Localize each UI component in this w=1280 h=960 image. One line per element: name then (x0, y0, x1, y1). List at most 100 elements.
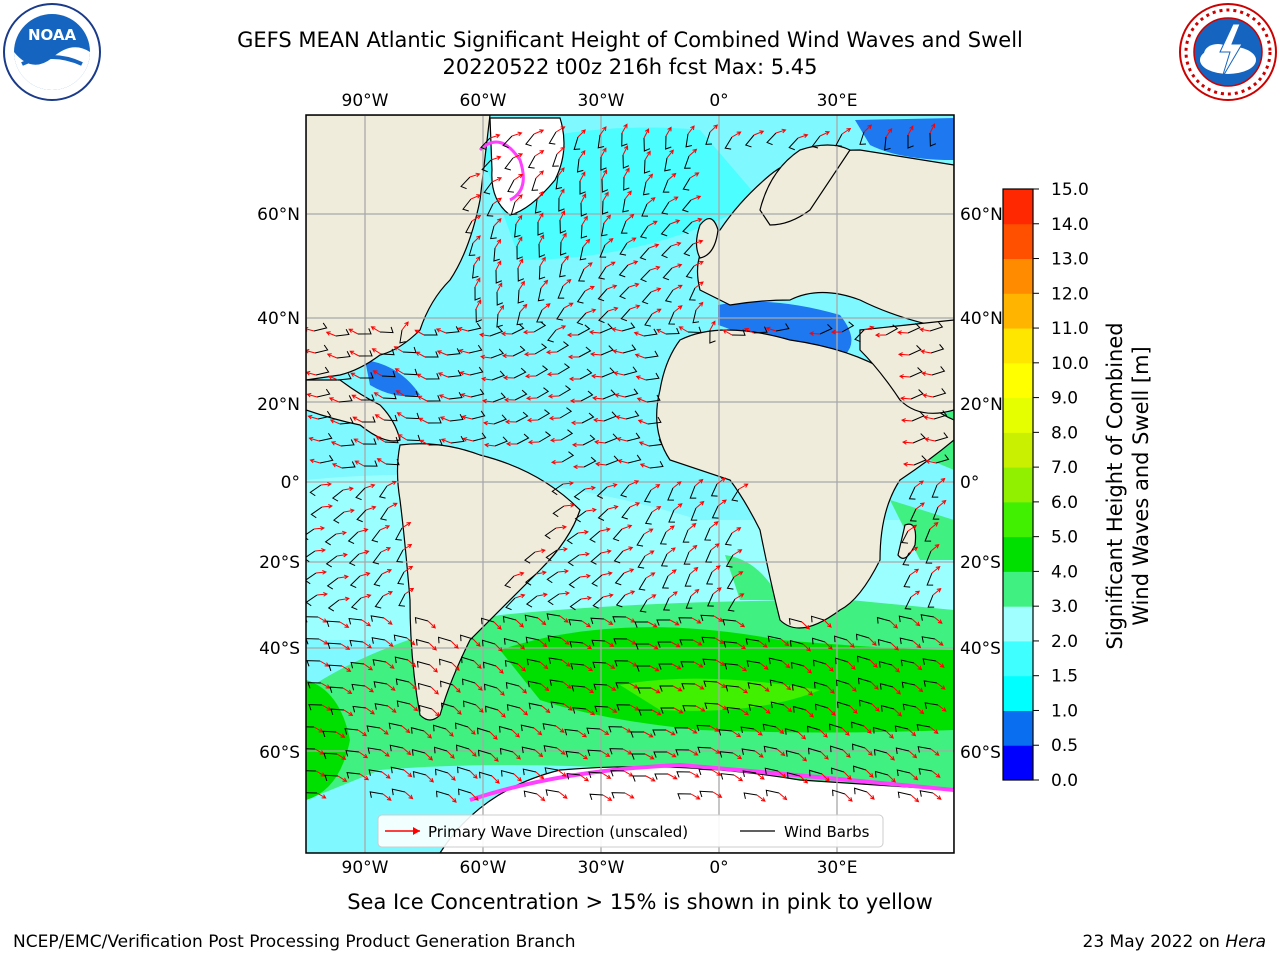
wind-barb (525, 636, 540, 644)
wind-barb (933, 410, 948, 420)
wind-barb (341, 461, 356, 469)
wave-direction-arrow (645, 173, 654, 183)
colorbar-tick: 14.0 (1051, 215, 1089, 235)
wave-direction-arrow (921, 371, 933, 377)
wave-direction-arrow (656, 328, 667, 335)
wind-barb (516, 311, 524, 326)
wave-direction-arrow (514, 194, 523, 203)
wind-barb (620, 308, 631, 322)
wave-direction-arrow (606, 284, 618, 290)
wind-barb (557, 285, 565, 299)
wave-direction-arrow (665, 525, 675, 533)
wind-barb (489, 326, 504, 337)
wind-barb (559, 407, 573, 419)
wave-direction-arrow (474, 277, 481, 288)
wind-barb (852, 743, 866, 751)
wave-direction-arrow (844, 793, 853, 802)
wave-direction-arrow (555, 126, 566, 133)
footer-date-text: 23 May 2022 on (1082, 932, 1220, 952)
wave-direction-arrow (687, 727, 698, 734)
wave-direction-arrow (671, 263, 683, 269)
wind-barb (680, 661, 695, 668)
wind-barb (449, 413, 464, 422)
wave-direction-arrow (602, 593, 614, 598)
wind-barb (919, 790, 934, 797)
wind-barb (619, 286, 630, 300)
wave-direction-arrow (452, 684, 461, 693)
wind-barb (592, 596, 604, 609)
wind-barb (647, 416, 662, 425)
lon-tick: 30°W (578, 91, 625, 111)
legend-wind-barbs: Wind Barbs (784, 823, 870, 841)
wave-direction-arrow (601, 571, 613, 576)
wave-direction-arrow (365, 707, 375, 715)
wave-direction-arrow (624, 190, 632, 200)
wind-barb (897, 791, 912, 799)
colorbar-swatch (1003, 189, 1033, 225)
wind-barb (507, 179, 515, 193)
wind-barb (601, 178, 609, 193)
wave-direction-arrow (678, 326, 689, 333)
wind-barb (349, 575, 361, 589)
wave-direction-arrow (536, 191, 544, 201)
wave-direction-arrow (371, 348, 382, 355)
wave-direction-arrow (406, 637, 416, 646)
wave-direction-arrow (649, 265, 661, 271)
wave-direction-arrow (497, 709, 506, 718)
wave-direction-arrow (382, 590, 393, 597)
colorbar-tick: 3.0 (1051, 597, 1078, 617)
wave-direction-arrow (923, 415, 935, 420)
wave-direction-arrow (526, 417, 539, 423)
wind-barb (536, 387, 550, 399)
wind-barb (569, 598, 582, 611)
wind-barb (677, 793, 692, 800)
wind-barb (829, 723, 843, 731)
map-legend: Primary Wave Direction (unscaled) Wind B… (377, 814, 884, 848)
wave-direction-arrow (561, 255, 569, 265)
wave-direction-arrow (803, 665, 812, 674)
wind-barb (911, 411, 925, 422)
wave-direction-arrow (648, 643, 659, 650)
colorbar-swatch (1003, 675, 1033, 711)
wave-direction-arrow (321, 704, 332, 711)
wind-barb (662, 179, 670, 193)
wave-direction-arrow (331, 463, 343, 469)
wind-barb (703, 680, 718, 688)
wave-direction-arrow (892, 686, 902, 695)
wave-direction-arrow (590, 351, 602, 357)
map-subtitle: 20220522 t00z 216h fcst Max: 5.45 (442, 55, 818, 79)
wind-barb (537, 287, 545, 302)
wave-direction-arrow (314, 748, 325, 755)
wind-barb (725, 684, 740, 692)
wave-direction-arrow (584, 686, 595, 694)
wave-direction-arrow (321, 503, 333, 509)
wave-direction-arrow (429, 664, 438, 673)
wave-direction-arrow (710, 543, 720, 551)
wave-direction-arrow (670, 641, 681, 648)
wave-direction-arrow (798, 753, 808, 762)
wave-direction-arrow (307, 414, 319, 420)
wind-barb (641, 203, 649, 217)
wave-direction-arrow (604, 238, 614, 246)
wave-direction-arrow (634, 353, 646, 359)
colorbar-swatch (1003, 223, 1033, 260)
wind-barb (492, 392, 506, 403)
colorbar-tick: 7.0 (1051, 458, 1078, 478)
wind-barb (326, 620, 341, 628)
wind-barb (513, 367, 527, 379)
wind-barb (437, 636, 452, 644)
colorbar-label-line2: Wind Waves and Swell [m] (1129, 346, 1153, 626)
wind-barb (546, 571, 559, 584)
wave-direction-arrow (557, 568, 569, 574)
wind-barb (360, 394, 375, 401)
wave-direction-arrow (380, 547, 392, 553)
wind-barb (722, 619, 737, 626)
wave-direction-arrow (481, 376, 493, 382)
wave-direction-arrow (403, 769, 413, 778)
wave-direction-arrow (460, 392, 472, 398)
wind-barb (668, 509, 675, 523)
wind-barb (331, 489, 344, 502)
footer-date: 23 May 2022 on Hera (1083, 932, 1267, 952)
wind-barb (573, 136, 581, 150)
wave-direction-arrow (562, 278, 572, 287)
